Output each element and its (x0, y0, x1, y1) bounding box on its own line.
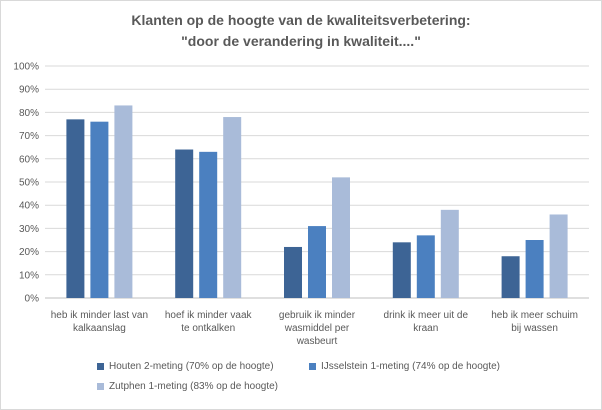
x-tick-label: wasbeurt (296, 336, 338, 347)
y-tick-label: 10% (19, 270, 39, 281)
bar (199, 151, 218, 298)
y-tick-label: 0% (25, 294, 40, 305)
x-tick-label: drink ik meer uit de (384, 310, 469, 321)
y-tick-label: 30% (19, 224, 39, 235)
y-tick-label: 60% (19, 154, 39, 165)
x-tick-label: bij wassen (511, 323, 558, 334)
y-tick-label: 80% (19, 108, 39, 119)
y-tick-label: 90% (19, 85, 39, 96)
bar (440, 209, 459, 298)
bar (501, 256, 520, 298)
x-tick-label: heb ik meer schuim (491, 310, 578, 321)
legend-swatch (97, 363, 104, 370)
x-tick-label: hoef ik minder vaak (165, 310, 253, 321)
x-tick-label: kraan (413, 323, 438, 334)
y-tick-label: 20% (19, 247, 39, 258)
bar (66, 119, 85, 298)
bar (332, 177, 350, 298)
chart-title-line-1: Klanten op de hoogte van de kwaliteitsve… (131, 12, 471, 28)
y-tick-label: 100% (13, 62, 39, 73)
legend-label: Zutphen 1-meting (83% op de hoogte) (109, 381, 278, 392)
bar (175, 149, 194, 298)
bar (549, 214, 568, 298)
y-tick-label: 40% (19, 201, 39, 212)
bar (114, 105, 133, 298)
bar (416, 235, 435, 298)
legend-item: IJsselstein 1-meting (74% op de hoogte) (309, 361, 500, 372)
bar (525, 240, 544, 298)
legend-swatch (309, 363, 316, 370)
y-tick-label: 50% (19, 178, 39, 189)
bar (90, 121, 109, 299)
x-tick-label: heb ik minder last van (51, 310, 148, 321)
bar (284, 246, 302, 298)
legend-label: IJsselstein 1-meting (74% op de hoogte) (321, 361, 500, 372)
y-tick-label: 70% (19, 131, 39, 142)
x-tick-label: kalkaanslag (73, 323, 126, 334)
bar (392, 242, 411, 298)
legend-swatch (97, 383, 104, 390)
legend-label: Houten 2-meting (70% op de hoogte) (109, 361, 274, 372)
bar (308, 226, 326, 298)
bar (223, 117, 242, 298)
chart-title: Klanten op de hoogte van de kwaliteitsve… (1, 10, 601, 52)
legend-item: Zutphen 1-meting (83% op de hoogte) (97, 381, 278, 392)
legend-item: Houten 2-meting (70% op de hoogte) (97, 361, 274, 372)
chart-title-line-2: "door de verandering in kwaliteit...." (181, 33, 421, 49)
x-tick-label: te ontkalken (181, 323, 235, 334)
x-tick-label: gebruik ik minder (279, 310, 356, 321)
x-tick-label: wasmiddel per (284, 323, 350, 334)
